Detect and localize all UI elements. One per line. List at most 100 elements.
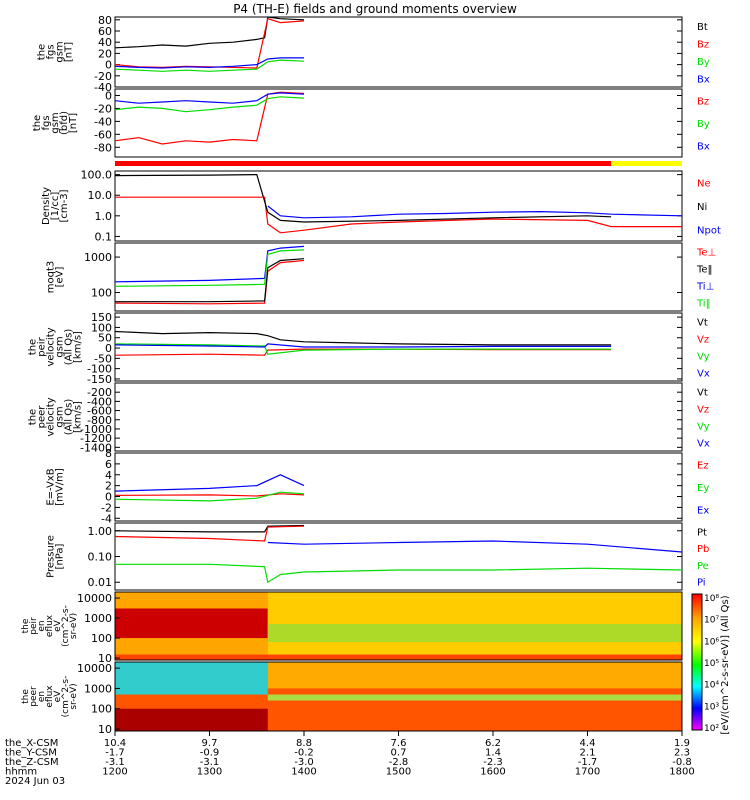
legend-entry: Ez xyxy=(697,460,709,471)
y-axis-label: the xyxy=(32,115,43,131)
y-tick-label: 1000 xyxy=(84,682,112,695)
series-line xyxy=(114,59,305,72)
x-row-value: -0.8 xyxy=(672,757,692,768)
series-line xyxy=(267,205,683,219)
x-row-label: the_X-CSM xyxy=(5,738,58,749)
x-row-value: 6.2 xyxy=(485,738,501,749)
status-segment xyxy=(611,161,682,166)
y-tick-label: -4 xyxy=(101,512,112,525)
legend-entry: Ey xyxy=(697,483,709,494)
x-row-value: 2.1 xyxy=(580,748,596,759)
y-tick-label: 150 xyxy=(91,311,112,324)
series-line xyxy=(114,524,305,533)
x-row-value: 4.4 xyxy=(580,738,596,749)
y-axis-label: eV xyxy=(53,619,63,632)
legend-entry: Bx xyxy=(697,74,710,85)
panel-frame xyxy=(114,88,683,158)
y-tick-label: -80 xyxy=(94,141,112,154)
legend-entry: Pt xyxy=(697,527,707,538)
x-row-value: 8.8 xyxy=(296,738,312,749)
y-tick-label: 100.0 xyxy=(81,169,113,182)
y-tick-label: -20 xyxy=(94,102,112,115)
y-tick-label: -1200 xyxy=(80,432,112,445)
y-axis-label: gsm xyxy=(55,406,66,427)
spec-fill xyxy=(115,708,268,731)
panel-frame xyxy=(114,242,683,312)
y-tick-label: 0 xyxy=(105,59,112,72)
y-axis-label: [nPa] xyxy=(55,543,66,569)
legend-entry: Bt xyxy=(697,22,708,33)
y-tick-label: 50 xyxy=(98,332,112,345)
x-row-value: -1.7 xyxy=(578,757,598,768)
y-tick-label: 10000 xyxy=(77,662,112,675)
y-tick-label: 10 xyxy=(98,652,112,665)
series-line xyxy=(114,96,305,113)
series-line xyxy=(267,540,683,553)
y-axis-label: [nT] xyxy=(64,42,75,62)
y-tick-label: 100 xyxy=(91,632,112,645)
y-tick-label: -800 xyxy=(87,414,112,427)
legend-entry: Bz xyxy=(697,96,709,107)
status-segment xyxy=(115,161,612,166)
y-axis-label: en xyxy=(37,620,47,631)
x-row-value: 7.6 xyxy=(391,738,407,749)
y-axis-label: (cm^2-s- xyxy=(61,605,71,647)
spec-fill xyxy=(267,624,682,643)
x-row-value: 1.4 xyxy=(485,748,501,759)
series-line xyxy=(114,491,305,502)
x-row-value: -3.1 xyxy=(105,757,125,768)
panel: 100.0 10.0 1.0 0.1 Density[1/cc][cm-3] Ne Ni Np… xyxy=(41,169,721,244)
y-tick-label: 40 xyxy=(98,36,112,49)
series-line xyxy=(114,16,305,49)
y-axis-label: [1/cc] xyxy=(50,192,61,221)
y-tick-label: 60 xyxy=(98,25,112,38)
x-row-value: -3.1 xyxy=(200,757,220,768)
colorbar-tick: 10² xyxy=(704,724,719,734)
line-panels: 806040200-20-40thefgsgsm[nT]BtBzByBx0-20… xyxy=(28,14,721,591)
legend-entry: Vy xyxy=(697,422,710,433)
y-tick-label: -200 xyxy=(87,386,112,399)
series-line xyxy=(114,173,612,223)
y-tick-label: 1000 xyxy=(84,612,112,625)
legend-entry: Vz xyxy=(697,405,709,416)
colorbar-tick: 10⁵ xyxy=(704,659,719,669)
y-tick-label: -20 xyxy=(94,70,112,83)
x-row-value: 1800 xyxy=(669,767,694,778)
x-row-value: 1400 xyxy=(291,767,316,778)
x-row-value: -2.8 xyxy=(389,757,409,768)
colorbar-tick: 10⁶ xyxy=(704,637,719,647)
chart-title: P4 (TH-E) fields and ground moments over… xyxy=(233,2,517,16)
y-tick-label: 100 xyxy=(91,321,112,334)
x-row-label: the_Y-CSM xyxy=(5,748,57,759)
spec-fill xyxy=(115,608,268,639)
y-tick-label: 0 xyxy=(105,342,112,355)
y-tick-label: 0.10 xyxy=(88,551,113,564)
y-tick-label: 1.0 xyxy=(95,210,113,223)
y-tick-label: 0 xyxy=(105,89,112,102)
panel: -200-400-600-800-1000-1200-1400 thepeerve… xyxy=(28,382,710,454)
y-axis-label: velocity xyxy=(46,397,57,436)
panel-frame xyxy=(114,522,683,591)
x-row-value: -2.3 xyxy=(483,757,503,768)
colorbar-strip xyxy=(691,593,703,731)
series-line xyxy=(114,525,305,542)
y-axis-label: the xyxy=(28,339,39,355)
legend-entry: Ti⊥ xyxy=(696,282,714,293)
legend-entry: Vz xyxy=(697,335,709,346)
legend-entry: Ne xyxy=(697,179,711,190)
series-line xyxy=(114,474,305,492)
legend-entry: Ti‖ xyxy=(696,299,711,310)
status-bar xyxy=(115,161,682,166)
y-axis-label: (All Qs) xyxy=(64,329,75,366)
y-tick-label: 0 xyxy=(105,491,112,504)
y-axis-label: sr-eV) xyxy=(69,683,79,709)
series-line xyxy=(114,343,612,355)
y-axis-label: moqt3 xyxy=(46,261,57,294)
y-tick-label: -600 xyxy=(87,405,112,418)
spec-fill xyxy=(267,662,682,689)
panel-frame xyxy=(114,591,683,661)
y-axis-label: gsm xyxy=(50,112,61,133)
